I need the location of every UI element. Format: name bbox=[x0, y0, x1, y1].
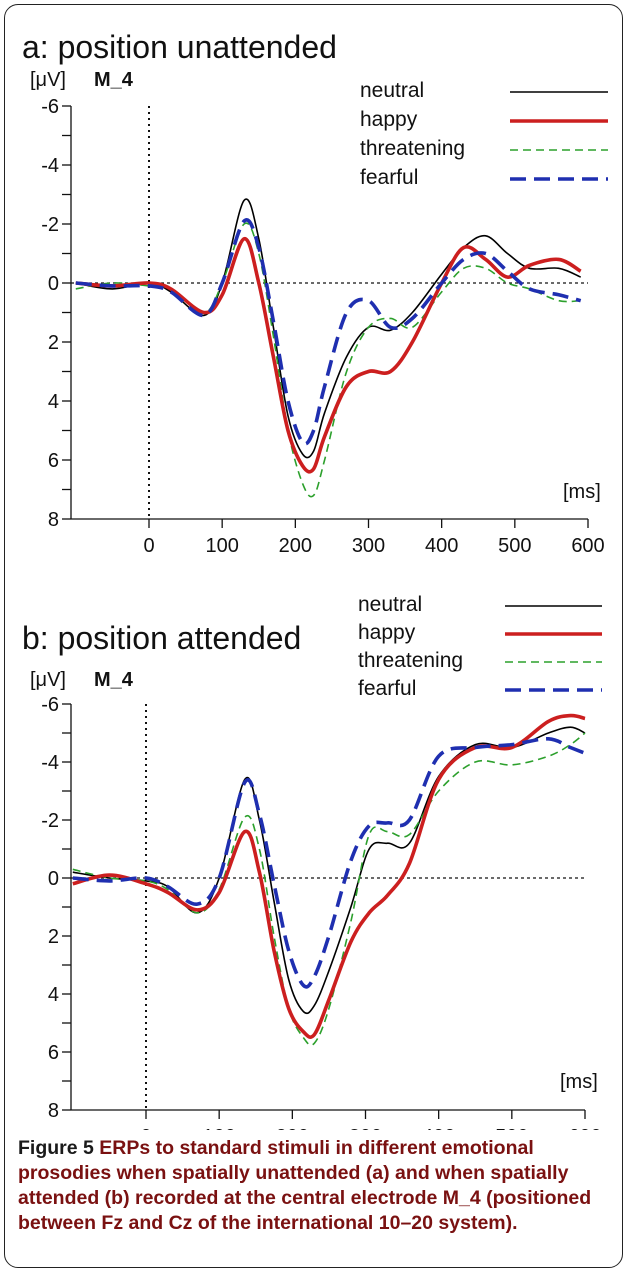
x-tick-label: 400 bbox=[422, 1126, 455, 1130]
x-tick-label: 500 bbox=[495, 1126, 528, 1130]
legend-label-fearful: fearful bbox=[360, 166, 418, 189]
y-tick-label: -6 bbox=[41, 96, 59, 118]
legend-label-happy: happy bbox=[358, 621, 416, 644]
x-tick-label: 500 bbox=[498, 535, 531, 557]
x-tick-label: 0 bbox=[140, 1126, 151, 1130]
y-tick-label: -4 bbox=[41, 752, 59, 774]
x-tick-label: 400 bbox=[425, 535, 458, 557]
y-axis-unit: [μV] bbox=[30, 669, 66, 691]
x-tick-label: 200 bbox=[276, 1126, 309, 1130]
x-tick-label: 100 bbox=[205, 535, 238, 557]
y-tick-label: 0 bbox=[48, 273, 59, 295]
y-tick-label: 6 bbox=[48, 1042, 59, 1064]
x-tick-label: 0 bbox=[143, 535, 154, 557]
x-tick-label: 600 bbox=[568, 1126, 601, 1130]
x-axis-unit: [ms] bbox=[560, 1071, 598, 1093]
legend-label-neutral: neutral bbox=[358, 593, 422, 616]
series-line-neutral bbox=[75, 198, 582, 459]
series-line-neutral bbox=[72, 726, 586, 1015]
y-tick-label: -2 bbox=[41, 214, 59, 236]
caption-label: Figure 5 bbox=[18, 1137, 94, 1159]
y-tick-label: 2 bbox=[48, 926, 59, 948]
series-line-fearful bbox=[72, 736, 586, 989]
x-tick-label: 600 bbox=[571, 535, 604, 557]
legend-label-neutral: neutral bbox=[360, 79, 424, 102]
chart-panel-a: a: position unattended [μV] M_4 -6 -4 -2 0 2 4 6 8… bbox=[22, 29, 608, 557]
legend-label-fearful: fearful bbox=[358, 677, 416, 700]
y-tick-label: -4 bbox=[41, 155, 59, 177]
legend-label-threatening: threatening bbox=[358, 649, 463, 672]
y-tick-label: -6 bbox=[41, 694, 59, 716]
series-line-fearful bbox=[75, 218, 582, 446]
series-line-happy bbox=[75, 237, 582, 474]
x-tick-label: 300 bbox=[349, 1126, 382, 1130]
chart-title: b: position attended bbox=[22, 620, 301, 656]
legend-label-threatening: threatening bbox=[360, 137, 465, 160]
x-tick-label: 300 bbox=[352, 535, 385, 557]
chart-title: a: position unattended bbox=[22, 29, 337, 65]
x-tick-label: 100 bbox=[202, 1126, 235, 1130]
caption-text: ERPs to standard stimuli in different em… bbox=[18, 1137, 592, 1234]
y-axis-unit: [μV] bbox=[30, 69, 66, 91]
y-tick-label: 8 bbox=[48, 1100, 59, 1122]
y-tick-label: 2 bbox=[48, 332, 59, 354]
y-tick-label: -2 bbox=[41, 810, 59, 832]
channel-label: M_4 bbox=[94, 69, 134, 91]
y-tick-label: 4 bbox=[48, 984, 59, 1006]
x-axis-unit: [ms] bbox=[563, 481, 601, 503]
erp-figure: a: position unattended [μV] M_4 -6 -4 -2 0 2 4 6 8… bbox=[22, 29, 608, 1130]
chart-panel-b: b: position attended [μV] M_4 -6 -4 -2 0 2 4 6 8 0 1… bbox=[22, 593, 602, 1130]
figure-caption: Figure 5 ERPs to standard stimuli in dif… bbox=[18, 1136, 614, 1236]
y-tick-label: 4 bbox=[48, 391, 59, 413]
y-tick-label: 6 bbox=[48, 450, 59, 472]
x-tick-label: 200 bbox=[279, 535, 312, 557]
channel-label: M_4 bbox=[94, 669, 134, 691]
series-line-happy bbox=[72, 713, 586, 1039]
y-tick-label: 0 bbox=[48, 868, 59, 890]
series-line-threatening bbox=[72, 732, 586, 1047]
legend-label-happy: happy bbox=[360, 108, 418, 131]
y-tick-label: 8 bbox=[48, 509, 59, 531]
figure-frame bbox=[4, 4, 623, 1268]
series-line-threatening bbox=[75, 222, 581, 498]
